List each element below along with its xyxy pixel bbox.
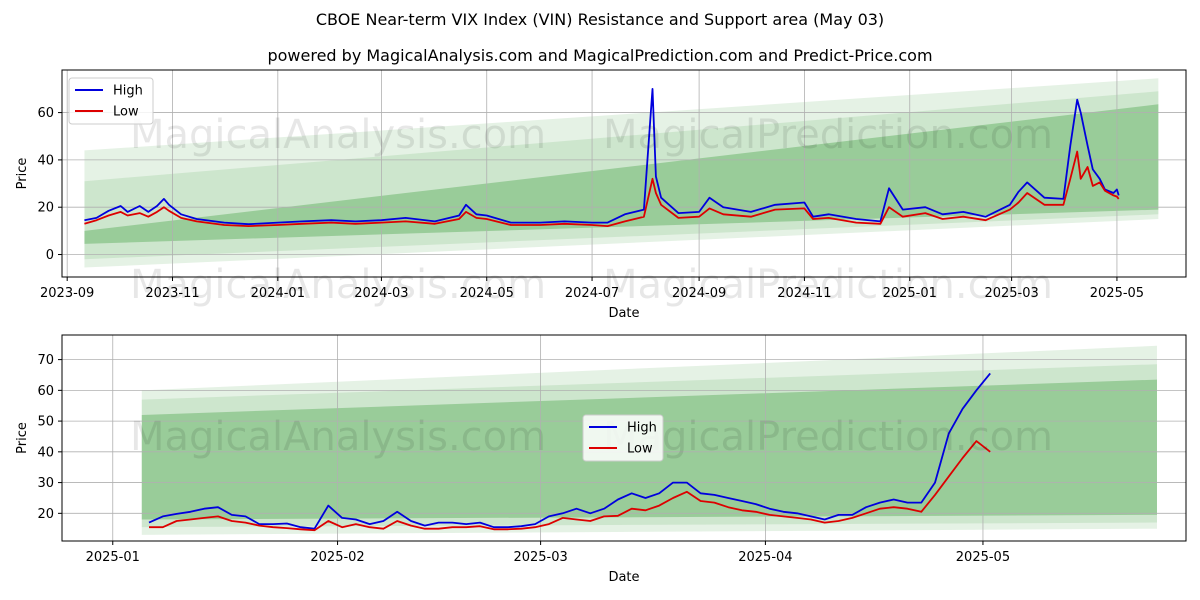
axes-frame <box>61 69 1187 278</box>
x-axis-label: Date <box>608 570 639 585</box>
legend-label-high: High <box>627 421 657 436</box>
x-tick-label: 2024-05 <box>460 286 514 301</box>
series-line-low <box>149 440 991 532</box>
x-tick-label: 2025-05 <box>1090 286 1144 301</box>
legend: High Low <box>68 77 154 125</box>
legend-label-low: Low <box>113 105 139 120</box>
y-axis-label: Price <box>15 158 30 190</box>
y-tick-label: 40 <box>37 445 54 460</box>
x-tick-label: 2025-01 <box>883 286 937 301</box>
x-tick-label: 2023-11 <box>145 286 199 301</box>
x-tick-label: 2025-03 <box>513 550 567 565</box>
y-tick-label: 70 <box>37 353 54 368</box>
y-tick-label: 60 <box>37 384 54 399</box>
x-tick-label: 2024-03 <box>354 286 408 301</box>
watermark: MagicalAnalysis.com <box>130 112 546 158</box>
y-tick-label: 20 <box>37 201 54 216</box>
legend-label-high: High <box>113 84 143 99</box>
y-tick-label: 60 <box>37 106 54 121</box>
y-tick-label: 0 <box>46 248 54 263</box>
chart-panel-2: MagicalAnalysis.com MagicalPrediction.com… <box>15 334 1187 585</box>
x-tick-label: 2024-07 <box>565 286 619 301</box>
watermark: MagicalPrediction.com <box>603 112 1053 158</box>
watermark: MagicalPrediction.com <box>603 414 1053 460</box>
series-line-low <box>84 150 1120 227</box>
y-axis-label: Price <box>15 422 30 454</box>
x-tick-label: 2025-05 <box>956 550 1010 565</box>
watermark: MagicalPrediction.com <box>603 262 1053 308</box>
x-tick-label: 2024-01 <box>251 286 305 301</box>
x-tick-label: 2024-11 <box>777 286 831 301</box>
x-axis-label: Date <box>608 306 639 321</box>
band-1 <box>84 78 1159 268</box>
y-tick-label: 50 <box>37 415 54 430</box>
x-tick-label: 2025-02 <box>310 550 364 565</box>
x-tick-label: 2025-04 <box>738 550 792 565</box>
chart-title: CBOE Near-term VIX Index (VIN) Resistanc… <box>315 10 885 29</box>
watermark: MagicalAnalysis.com <box>130 262 546 308</box>
band-2 <box>84 91 1159 260</box>
watermark: MagicalAnalysis.com <box>130 414 546 460</box>
y-tick-label: 30 <box>37 476 54 491</box>
legend: High Low <box>582 414 664 462</box>
y-tick-label: 20 <box>37 507 54 522</box>
chart-panel-1: MagicalAnalysis.com MagicalPrediction.com… <box>15 69 1187 321</box>
x-tick-label: 2025-01 <box>86 550 140 565</box>
plot-area <box>62 70 1186 277</box>
x-tick-label: 2023-09 <box>40 286 94 301</box>
axes-frame <box>61 334 1187 542</box>
legend-label-low: Low <box>627 442 653 457</box>
x-tick-label: 2024-09 <box>672 286 726 301</box>
chart-subtitle: powered by MagicalAnalysis.com and Magic… <box>267 46 933 65</box>
y-tick-label: 40 <box>37 153 54 168</box>
series-line-high <box>148 372 991 530</box>
band-3 <box>84 104 1159 244</box>
series-line-high <box>84 88 1120 226</box>
x-tick-label: 2025-03 <box>984 286 1038 301</box>
